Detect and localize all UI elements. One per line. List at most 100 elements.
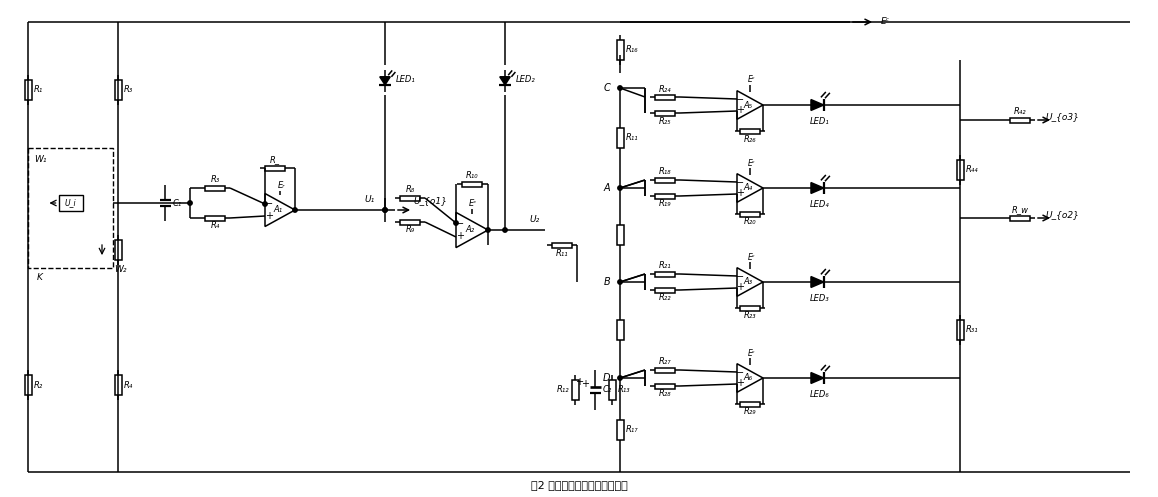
Bar [265,166,285,170]
Text: U₂: U₂ [530,216,540,225]
Text: Eᵣ: Eᵣ [277,181,285,190]
Text: Eᶜ: Eᶜ [748,159,756,167]
Circle shape [618,86,622,90]
Text: R₁₁: R₁₁ [556,248,569,257]
Bar [740,129,760,134]
Text: A₆: A₆ [743,374,753,383]
Text: R₁₇: R₁₇ [625,425,638,434]
Circle shape [618,280,622,284]
Text: A₅: A₅ [743,100,753,109]
Bar [400,220,420,225]
Text: A₁: A₁ [273,205,283,215]
Text: B: B [603,277,610,287]
Circle shape [263,202,267,206]
Polygon shape [811,182,823,193]
Text: R₂₉: R₂₉ [743,408,756,416]
Text: +: + [456,232,464,242]
Bar [24,375,31,395]
Bar [24,80,31,100]
Text: R₂₅: R₂₅ [659,116,672,126]
Text: LED₄: LED₄ [811,200,830,209]
Text: C₂: C₂ [603,386,613,395]
Text: R₄₂: R₄₂ [1013,107,1026,116]
Text: −: − [264,199,272,209]
Bar [957,320,963,340]
Text: −: − [736,272,745,282]
Text: R_: R_ [270,156,280,165]
Bar [616,225,623,245]
Text: LED₁: LED₁ [396,76,416,84]
Polygon shape [811,373,823,383]
Text: R₄₄: R₄₄ [966,166,979,174]
Text: R₄: R₄ [124,381,133,390]
Text: A₂: A₂ [466,226,475,235]
Text: R₁₈: R₁₈ [659,167,672,176]
Text: C₁: C₁ [173,198,182,208]
Text: +: + [576,377,584,387]
Text: R_w: R_w [1011,205,1028,215]
Text: K: K [37,273,43,282]
Bar [552,243,572,248]
Polygon shape [380,77,390,85]
Text: R₁₀: R₁₀ [466,171,478,180]
Text: Eᶜ: Eᶜ [469,199,477,209]
Polygon shape [811,99,823,110]
Text: R₂₁: R₂₁ [659,261,672,270]
Text: R₉: R₉ [405,226,415,235]
Text: U_{o3}: U_{o3} [1045,112,1079,121]
Text: −: − [736,178,745,188]
Bar [655,384,675,389]
Text: U_{o2}: U_{o2} [1045,211,1079,220]
Bar [572,380,579,400]
Text: R₂: R₂ [34,381,43,390]
Bar [616,128,623,148]
Circle shape [454,221,459,225]
Text: R₁₂: R₁₂ [557,386,570,395]
Circle shape [383,208,387,212]
Circle shape [188,201,192,205]
Bar [115,80,122,100]
Text: U_i: U_i [65,198,76,208]
Bar [740,402,760,407]
Text: W₂: W₂ [113,265,126,274]
Text: R₂₈: R₂₈ [659,390,672,399]
Text: A₃: A₃ [743,277,753,286]
Polygon shape [811,277,823,287]
Text: C: C [603,83,610,93]
Text: R₁₉: R₁₉ [659,199,672,209]
Text: R₁₆: R₁₆ [625,46,638,55]
Bar [655,177,675,182]
Text: Eᶜ: Eᶜ [748,348,756,357]
Text: U_{o1}: U_{o1} [413,196,447,205]
Text: LED₂: LED₂ [516,76,536,84]
Bar [616,420,623,440]
Bar [115,375,122,395]
Bar [616,40,623,60]
Text: W₁: W₁ [34,156,46,165]
Text: +: + [736,105,745,115]
Bar [462,181,482,186]
Text: D: D [602,373,610,383]
Text: R₃: R₃ [124,85,133,94]
Text: −: − [456,219,464,229]
Text: U₁: U₁ [365,195,375,204]
Text: R₁₁: R₁₁ [625,134,638,143]
Text: LED₁: LED₁ [811,117,830,126]
Text: R₂₀: R₂₀ [743,218,756,227]
Bar [655,271,675,276]
Text: R₈: R₈ [405,185,415,194]
Text: +: + [264,211,272,221]
Text: Eᶜ: Eᶜ [880,17,889,26]
Bar [957,160,963,180]
Text: +: + [736,378,745,388]
Bar [740,212,760,217]
Bar [655,110,675,115]
Bar [655,94,675,99]
Text: LED₆: LED₆ [811,390,830,399]
Text: R₂₃: R₂₃ [743,312,756,321]
Text: R₂₂: R₂₂ [659,294,672,303]
Bar [616,320,623,340]
Circle shape [618,376,622,380]
Circle shape [383,208,387,212]
Circle shape [618,186,622,190]
